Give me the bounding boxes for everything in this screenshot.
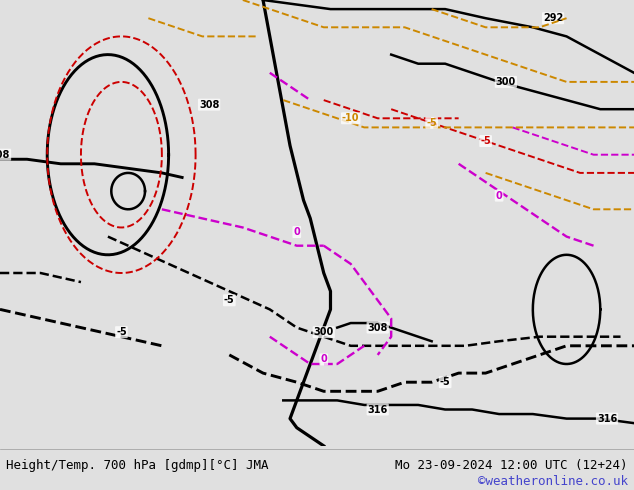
Text: 308: 308 — [368, 322, 388, 333]
Text: 300: 300 — [496, 77, 516, 87]
Text: Height/Temp. 700 hPa [gdmp][°C] JMA: Height/Temp. 700 hPa [gdmp][°C] JMA — [6, 459, 269, 472]
Text: 316: 316 — [597, 414, 617, 423]
Text: 316: 316 — [368, 405, 388, 415]
Text: -5: -5 — [224, 295, 235, 305]
Text: -5: -5 — [116, 327, 127, 337]
Text: 308: 308 — [0, 150, 10, 160]
Text: Mo 23-09-2024 12:00 UTC (12+24): Mo 23-09-2024 12:00 UTC (12+24) — [395, 459, 628, 472]
Text: -5: -5 — [480, 136, 491, 146]
Text: 292: 292 — [543, 13, 563, 23]
Text: 0: 0 — [320, 354, 327, 365]
Text: 300: 300 — [314, 327, 334, 337]
Text: ©weatheronline.co.uk: ©weatheronline.co.uk — [477, 475, 628, 488]
Text: 308: 308 — [199, 99, 219, 110]
Text: 0: 0 — [496, 191, 503, 200]
Text: -5: -5 — [440, 377, 451, 387]
Text: -10: -10 — [342, 113, 359, 123]
Text: 0: 0 — [294, 227, 300, 237]
Text: -5: -5 — [426, 118, 437, 128]
